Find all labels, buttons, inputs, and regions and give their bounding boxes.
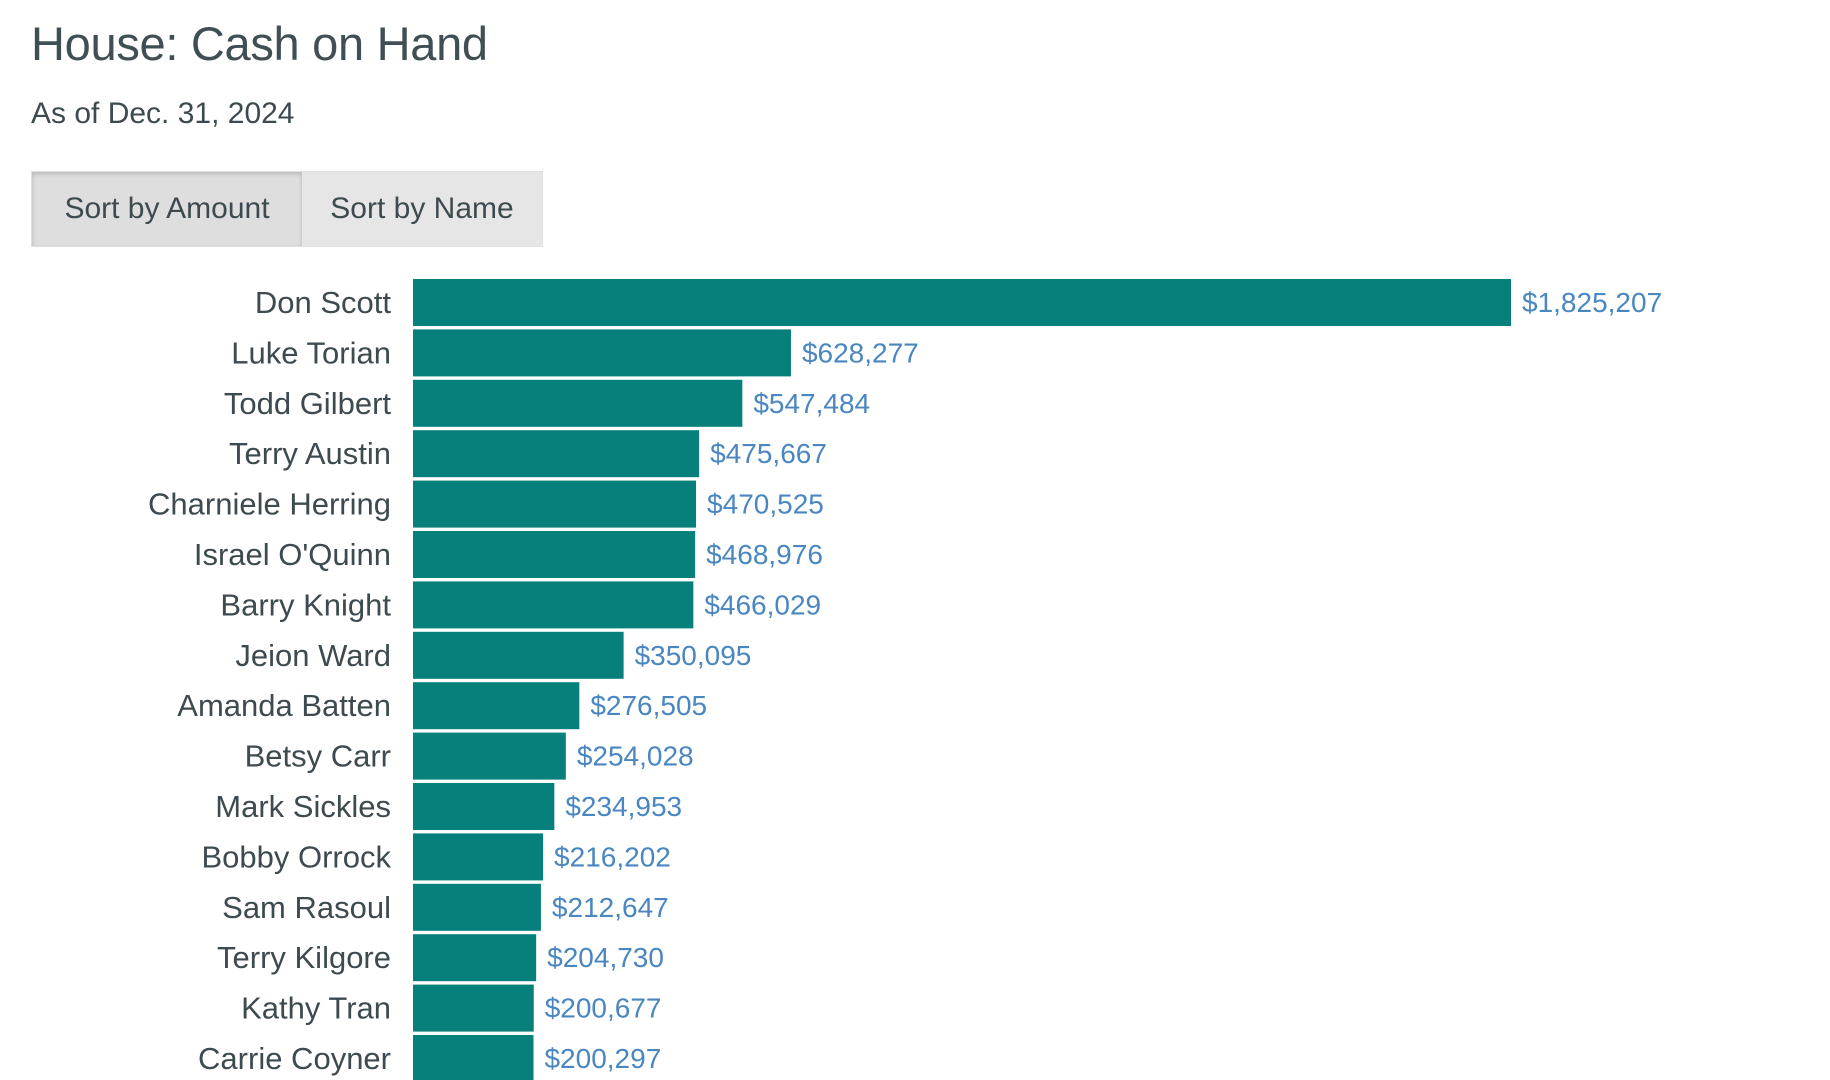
bar[interactable] xyxy=(413,682,580,730)
sort-by-name-button[interactable]: Sort by Name xyxy=(302,172,542,246)
sort-toggle-group: Sort by Amount Sort by Name xyxy=(31,171,543,247)
bar-name-label: Amanda Batten xyxy=(177,688,391,723)
bar-value-label: $470,525 xyxy=(707,489,824,520)
bar[interactable] xyxy=(413,430,700,478)
bar-name-label: Todd Gilbert xyxy=(224,386,392,421)
bar-name-label: Bobby Orrock xyxy=(201,839,391,874)
bar-name-label: Jeion Ward xyxy=(235,638,391,673)
bar[interactable] xyxy=(413,833,544,881)
bar-name-label: Israel O'Quinn xyxy=(194,537,391,572)
bar[interactable] xyxy=(413,379,743,427)
bar-value-label: $466,029 xyxy=(704,589,821,620)
sort-by-amount-button[interactable]: Sort by Amount xyxy=(32,172,302,246)
bar-name-label: Betsy Carr xyxy=(245,739,391,774)
bar-name-label: Charniele Herring xyxy=(148,487,391,522)
bar[interactable] xyxy=(413,1035,534,1080)
bar[interactable] xyxy=(413,883,541,931)
bar[interactable] xyxy=(413,732,566,780)
bar-name-label: Sam Rasoul xyxy=(222,890,391,925)
bar-name-label: Terry Kilgore xyxy=(217,940,391,975)
bar-name-label: Kathy Tran xyxy=(241,991,391,1026)
bar-name-label: Barry Knight xyxy=(220,587,391,622)
bar-value-label: $200,297 xyxy=(544,1043,661,1074)
bar-value-label: $1,825,207 xyxy=(1522,287,1662,318)
bar-value-label: $254,028 xyxy=(577,741,694,772)
bar[interactable] xyxy=(413,531,696,578)
bar[interactable] xyxy=(413,480,697,528)
bar-value-label: $204,730 xyxy=(547,942,664,973)
bar-value-label: $276,505 xyxy=(590,690,707,721)
bar[interactable] xyxy=(413,581,694,629)
bar-value-label: $468,976 xyxy=(706,539,823,570)
bar[interactable] xyxy=(413,279,1511,326)
bar[interactable] xyxy=(413,631,624,679)
bar-name-label: Terry Austin xyxy=(229,436,391,471)
bar-value-label: $628,277 xyxy=(802,337,919,368)
page-subtitle: As of Dec. 31, 2024 xyxy=(31,97,295,130)
bar-value-label: $350,095 xyxy=(635,640,752,671)
bar-value-label: $547,484 xyxy=(753,388,870,419)
bar-name-label: Luke Torian xyxy=(231,335,391,370)
page-title: House: Cash on Hand xyxy=(31,17,488,70)
chart-container: Don Scott $1,825,207 Luke Torian $628,277 To… xyxy=(0,268,1830,1080)
bar-value-label: $234,953 xyxy=(565,791,682,822)
bar-value-label: $200,677 xyxy=(545,993,662,1024)
bar-value-label: $475,667 xyxy=(710,438,827,469)
bar[interactable] xyxy=(413,329,791,377)
bar-name-label: Mark Sickles xyxy=(215,789,391,824)
bar-value-label: $212,647 xyxy=(552,892,669,923)
bar[interactable] xyxy=(413,783,555,830)
bar[interactable] xyxy=(413,984,534,1032)
bar-name-label: Carrie Coyner xyxy=(198,1041,391,1076)
bar-value-label: $216,202 xyxy=(554,841,671,872)
bar-chart: Don Scott $1,825,207 Luke Torian $628,277 To… xyxy=(148,279,1662,1080)
bar-name-label: Don Scott xyxy=(255,285,392,320)
bar[interactable] xyxy=(413,934,537,982)
